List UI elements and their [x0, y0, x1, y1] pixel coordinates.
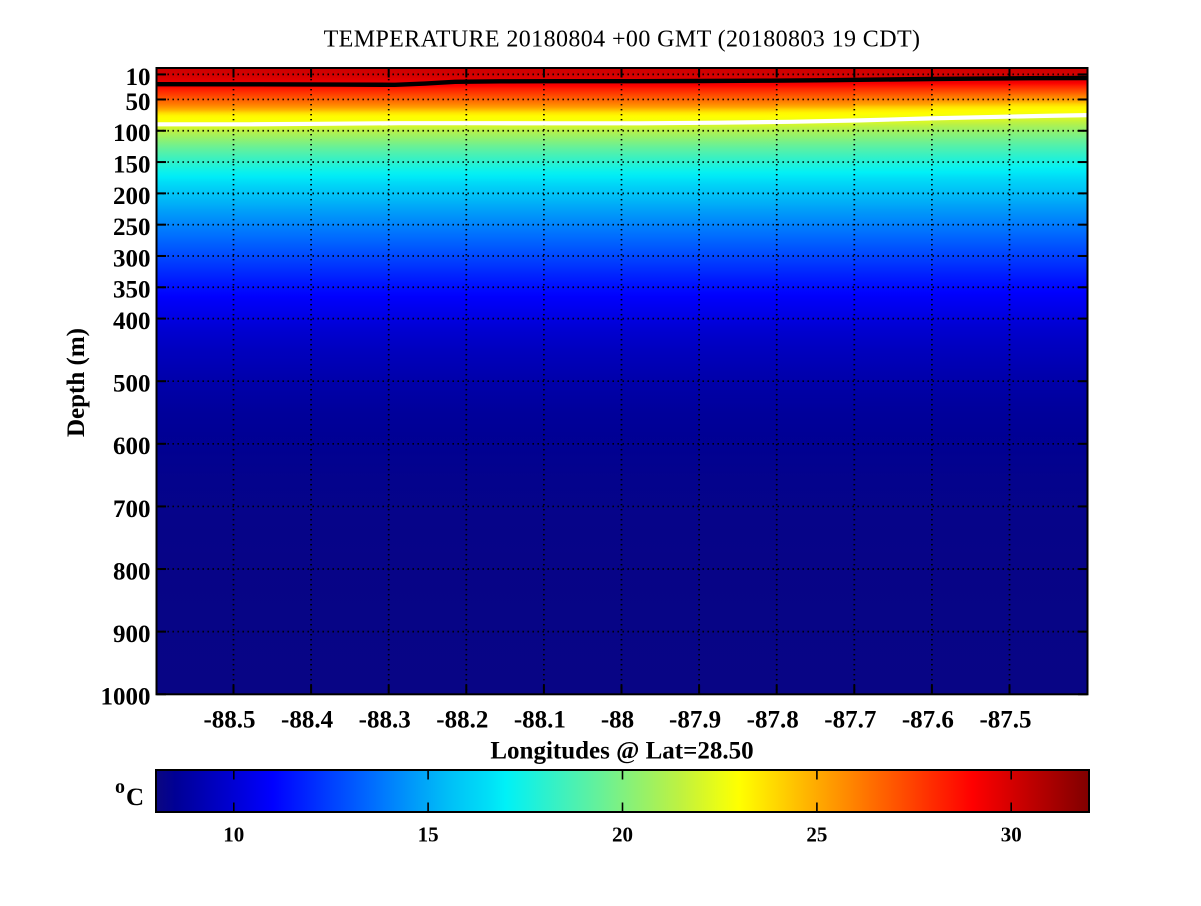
svg-text:-88.4: -88.4 [281, 707, 334, 734]
svg-text:30: 30 [1001, 823, 1022, 847]
svg-text:700: 700 [113, 496, 151, 523]
svg-text:-88.1: -88.1 [514, 707, 566, 734]
svg-text:-87.7: -87.7 [824, 707, 876, 734]
svg-text:10: 10 [126, 64, 151, 91]
svg-text:-87.5: -87.5 [979, 707, 1031, 734]
svg-text:1000: 1000 [101, 684, 151, 711]
svg-text:15: 15 [418, 823, 439, 847]
svg-text:20: 20 [612, 823, 633, 847]
svg-text:50: 50 [126, 89, 151, 116]
svg-text:TEMPERATURE 20180804 +00 GMT (: TEMPERATURE 20180804 +00 GMT (20180803 1… [324, 27, 921, 53]
svg-text:200: 200 [113, 183, 151, 210]
svg-text:10: 10 [223, 823, 244, 847]
svg-text:-88: -88 [601, 707, 634, 734]
svg-text:25: 25 [806, 823, 827, 847]
svg-text:-87.8: -87.8 [747, 707, 799, 734]
svg-text:-87.9: -87.9 [669, 707, 721, 734]
svg-text:-88.3: -88.3 [359, 707, 411, 734]
svg-text:150: 150 [113, 152, 151, 179]
svg-text:100: 100 [113, 120, 151, 147]
svg-text:350: 350 [113, 277, 151, 304]
svg-text:C: C [126, 784, 144, 811]
svg-text:-88.2: -88.2 [436, 707, 488, 734]
svg-text:800: 800 [113, 558, 151, 585]
svg-text:600: 600 [113, 433, 151, 460]
svg-text:500: 500 [113, 371, 151, 398]
svg-text:o: o [115, 776, 125, 798]
svg-text:900: 900 [113, 621, 151, 648]
svg-text:-88.5: -88.5 [203, 707, 255, 734]
svg-text:250: 250 [113, 214, 151, 241]
svg-text:Longitudes @ Lat=28.50: Longitudes @ Lat=28.50 [490, 738, 753, 765]
svg-text:300: 300 [113, 245, 151, 272]
svg-text:-87.6: -87.6 [902, 707, 954, 734]
svg-text:400: 400 [113, 308, 151, 335]
svg-text:Depth (m): Depth (m) [63, 328, 90, 437]
